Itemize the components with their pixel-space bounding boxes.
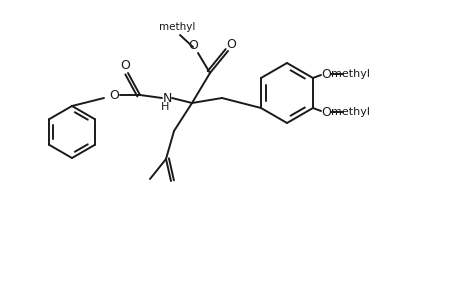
Text: H: H	[161, 102, 169, 112]
Text: O: O	[320, 68, 330, 80]
Text: O: O	[120, 58, 129, 71]
Text: N: N	[162, 92, 171, 104]
Text: O: O	[225, 38, 235, 50]
Text: methyl: methyl	[331, 69, 369, 79]
Text: O: O	[320, 106, 330, 118]
Text: O: O	[188, 38, 197, 52]
Text: methyl: methyl	[331, 107, 369, 117]
Text: O: O	[109, 88, 119, 101]
Text: methyl: methyl	[158, 22, 195, 32]
